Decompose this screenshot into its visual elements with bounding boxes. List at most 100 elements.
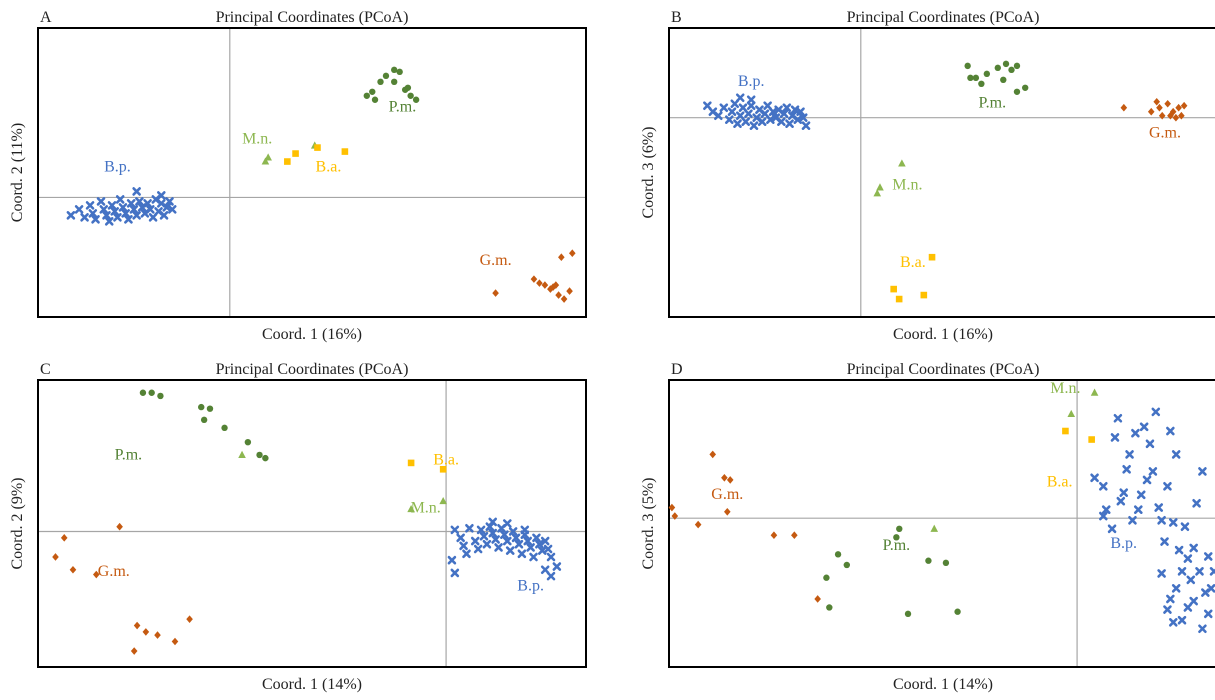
point-cross: [1131, 428, 1140, 438]
group-label: B.p.: [104, 159, 131, 176]
series-ba: B.a.: [1047, 427, 1095, 490]
point-diamond: [1153, 97, 1161, 106]
point-circle: [954, 608, 961, 615]
point-circle: [369, 88, 376, 95]
point-cross: [1139, 422, 1149, 432]
series-gm: G.m.: [668, 450, 821, 603]
point-square: [928, 253, 936, 261]
point-cross: [777, 117, 786, 126]
point-cross: [744, 109, 753, 119]
point-cross: [1099, 481, 1108, 491]
point-cross: [785, 119, 794, 128]
point-cross: [1090, 473, 1099, 483]
series-pm: P.m.: [823, 525, 961, 618]
point-cross: [1206, 584, 1215, 593]
point-square: [1088, 436, 1095, 443]
y-axis-label: Coord. 2 (11%): [9, 123, 26, 222]
point-diamond: [547, 285, 554, 293]
point-circle: [978, 80, 985, 88]
point-square: [1062, 427, 1069, 435]
point-square: [314, 144, 321, 151]
point-cross: [479, 531, 489, 541]
point-cross: [491, 535, 500, 544]
point-cross: [1122, 464, 1131, 474]
point-cross: [779, 109, 789, 119]
point-cross: [714, 111, 723, 120]
point-cross: [1177, 615, 1187, 625]
point-cross: [1116, 496, 1126, 506]
point-circle: [262, 454, 269, 462]
point-cross: [450, 525, 460, 535]
point-diamond: [130, 647, 138, 655]
series-ba: B.a.: [284, 144, 349, 176]
point-cross: [456, 533, 465, 543]
group-label: G.m.: [480, 252, 512, 269]
point-diamond: [566, 287, 573, 295]
point-circle: [221, 424, 228, 432]
point-cross: [1166, 426, 1175, 436]
series-bp: B.p.: [447, 517, 562, 594]
point-cross: [1125, 450, 1134, 459]
point-cross: [1151, 407, 1161, 417]
group-label: G.m.: [1149, 125, 1181, 142]
group-label: P.m.: [883, 537, 911, 554]
series-pm: P.m.: [964, 60, 1029, 112]
series-mn: M.n.: [238, 450, 447, 516]
point-cross: [1142, 475, 1152, 485]
point-cross: [540, 565, 550, 575]
series-ba: B.a.: [890, 253, 936, 303]
point-cross: [1171, 584, 1181, 593]
point-cross: [1168, 618, 1178, 627]
point-diamond: [1180, 101, 1188, 110]
point-circle: [994, 64, 1001, 72]
point-square: [890, 285, 897, 293]
point-diamond: [1158, 111, 1166, 120]
point-cross: [1168, 518, 1178, 527]
point-cross: [1189, 543, 1198, 553]
point-triangle: [876, 183, 884, 191]
point-square: [284, 158, 291, 165]
point-cross: [1209, 567, 1215, 576]
series-mn: M.n.: [242, 131, 319, 165]
chart-title: Principal Coordinates (PCoA): [216, 361, 409, 378]
point-circle: [823, 574, 830, 581]
point-circle: [412, 96, 420, 103]
point-square: [439, 465, 447, 473]
point-cross: [1203, 609, 1213, 619]
panel-b: B Principal Coordinates (PCoA) Coord. 1 (1…: [640, 9, 1215, 343]
point-cross: [96, 197, 106, 206]
point-diamond: [814, 595, 821, 603]
point-diamond: [668, 503, 676, 512]
point-circle: [139, 389, 147, 396]
point-cross: [1186, 575, 1196, 585]
point-cross: [107, 201, 117, 210]
point-diamond: [116, 522, 123, 531]
point-cross: [476, 525, 486, 535]
point-diamond: [530, 275, 538, 283]
point-cross: [1160, 537, 1169, 546]
point-cross: [1128, 516, 1137, 525]
point-cross: [135, 197, 144, 206]
point-triangle: [407, 504, 415, 513]
point-diamond: [770, 531, 778, 539]
point-diamond: [558, 253, 565, 262]
point-cross: [798, 113, 808, 122]
point-diamond: [171, 637, 179, 646]
point-cross: [1183, 603, 1193, 612]
point-cross: [511, 533, 521, 543]
group-label: P.m.: [979, 95, 1007, 112]
point-cross: [517, 549, 527, 559]
point-circle: [925, 557, 932, 564]
x-axis-label: Coord. 1 (14%): [262, 676, 362, 693]
point-cross: [1101, 505, 1111, 514]
point-cross: [167, 205, 177, 214]
point-cross: [500, 530, 509, 539]
point-diamond: [671, 512, 679, 520]
point-diamond: [709, 450, 717, 459]
point-cross: [126, 199, 136, 208]
point-triangle: [1067, 409, 1076, 418]
point-square: [341, 148, 349, 155]
point-cross: [546, 571, 556, 581]
point-circle: [206, 405, 214, 412]
